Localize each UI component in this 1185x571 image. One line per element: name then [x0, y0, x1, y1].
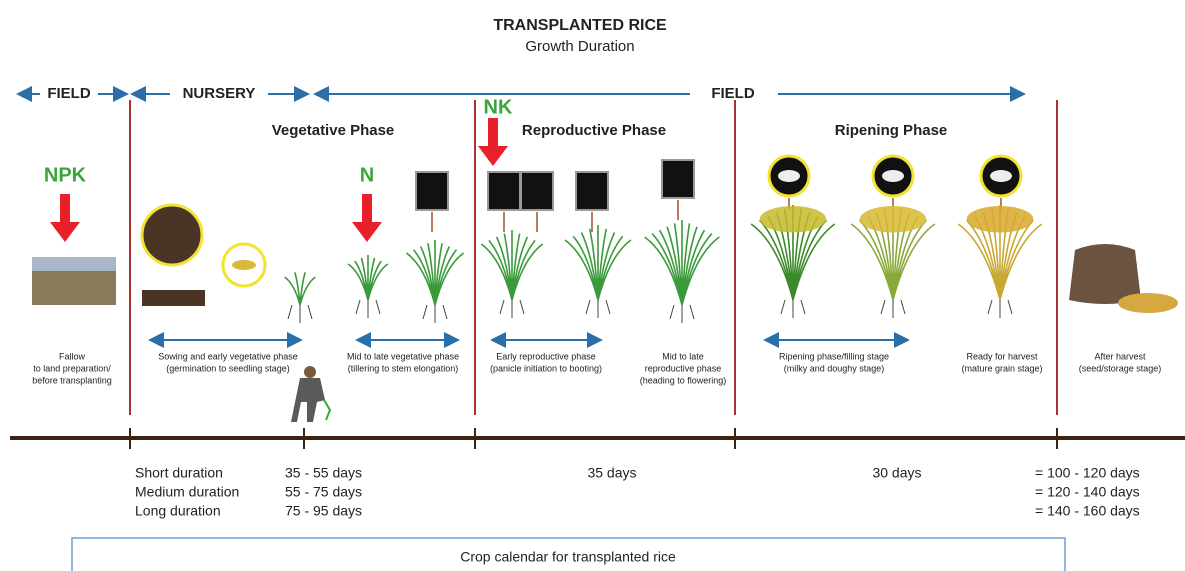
- soil: [142, 290, 205, 306]
- roots: [988, 300, 1012, 318]
- zoom-photo: [662, 160, 694, 198]
- stage-label: (panicle initiation to booting): [490, 363, 602, 373]
- zone-label: FIELD: [47, 85, 90, 102]
- roots: [356, 300, 380, 318]
- seed: [232, 260, 256, 270]
- fertilizer-label: N: [360, 164, 374, 186]
- grain: [990, 170, 1012, 182]
- roots: [423, 305, 447, 323]
- duration-nursery: 55 - 75 days: [285, 484, 362, 500]
- duration-label: Long duration: [135, 503, 221, 519]
- rice-plant: [481, 230, 543, 300]
- soil-zoom: [142, 205, 202, 265]
- panicle: [967, 206, 1034, 233]
- rice-plant: [285, 272, 316, 305]
- duration-total: = 140 - 160 days: [1035, 503, 1140, 519]
- stage-label: (mature grain stage): [961, 363, 1042, 373]
- stage-label: (tillering to stem elongation): [348, 363, 459, 373]
- zoom-photo: [521, 172, 553, 210]
- fertilizer-label: NPK: [44, 164, 87, 186]
- zone-label: NURSERY: [183, 85, 256, 102]
- phase-title: Ripening Phase: [835, 122, 948, 139]
- stage-label: (seed/storage stage): [1079, 363, 1162, 373]
- stage-label: Sowing and early vegetative phase: [158, 351, 298, 361]
- stage-label: Mid to late vegetative phase: [347, 351, 459, 361]
- durations: Short duration 35 - 55 days = 100 - 120 da…: [135, 465, 1140, 519]
- stage-label: Ready for harvest: [966, 351, 1038, 361]
- panicle: [860, 206, 927, 233]
- duration-nursery: 75 - 95 days: [285, 503, 362, 519]
- subtitle: Growth Duration: [525, 38, 634, 55]
- stage-labels: Fallow to land preparation/before transpl…: [32, 351, 1161, 385]
- roots: [500, 300, 524, 318]
- stage-label: Fallow: [59, 351, 86, 361]
- title: TRANSPLANTED RICE: [493, 17, 667, 34]
- roots: [881, 300, 905, 318]
- roots: [670, 305, 694, 323]
- stage-label: (heading to flowering): [640, 375, 727, 385]
- phase-title: Reproductive Phase: [522, 122, 666, 139]
- duration-total: = 120 - 140 days: [1035, 484, 1140, 500]
- zone-label: FIELD: [711, 85, 754, 102]
- farmer: [291, 366, 330, 422]
- rice-plant: [565, 225, 631, 300]
- roots: [288, 305, 312, 323]
- stage-label: Early reproductive phase: [496, 351, 596, 361]
- plants: [285, 205, 1042, 323]
- rice-plant: [645, 220, 720, 305]
- rice-plant: [348, 255, 388, 300]
- grain: [778, 170, 800, 182]
- panicle: [760, 206, 827, 233]
- stage-label: Ripening phase/filling stage: [779, 351, 889, 361]
- phase-title: Vegetative Phase: [272, 122, 395, 139]
- field-photo-sky: [32, 257, 116, 271]
- stage-label: reproductive phase: [645, 363, 722, 373]
- stage-label: to land preparation/: [33, 363, 111, 373]
- caption: Crop calendar for transplanted rice: [460, 549, 676, 565]
- stage-label: (milky and doughy stage): [784, 363, 885, 373]
- zoom-icons: [416, 156, 1021, 232]
- fertilizer-label: NK: [484, 96, 513, 118]
- roots: [586, 300, 610, 318]
- zoom-photo: [576, 172, 608, 210]
- rice-plant: [406, 240, 463, 305]
- roots: [781, 300, 805, 318]
- stage-label: Mid to late: [662, 351, 704, 361]
- zoom-photo: [488, 172, 520, 210]
- diagram: TRANSPLANTED RICE Growth Duration FIELD …: [0, 0, 1185, 571]
- stage-label: After harvest: [1094, 351, 1146, 361]
- duration-label: Medium duration: [135, 484, 239, 500]
- duration-label: Short duration: [135, 465, 223, 481]
- duration-total: = 100 - 120 days: [1035, 465, 1140, 481]
- duration-nursery: 35 - 55 days: [285, 465, 362, 481]
- duration-reproductive: 35 days: [587, 465, 636, 481]
- grain-pile: [1118, 293, 1178, 313]
- stage-label: (germination to seedling stage): [166, 363, 290, 373]
- zoom-photo: [416, 172, 448, 210]
- duration-ripening: 30 days: [872, 465, 921, 481]
- grain: [882, 170, 904, 182]
- stage-label: before transplanting: [32, 375, 112, 385]
